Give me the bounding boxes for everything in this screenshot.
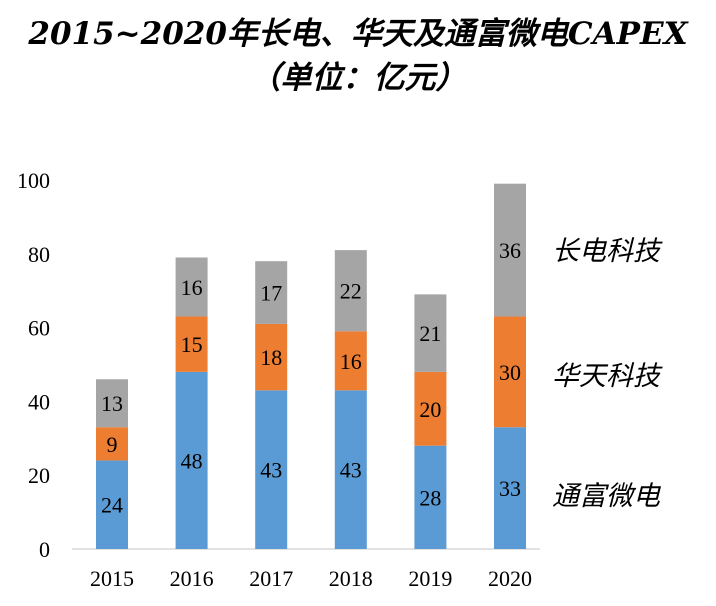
data-label-2018-series-0: 43 — [340, 458, 362, 483]
x-tick-label-2019: 2019 — [408, 566, 452, 591]
chart-subtitle: （单位：亿元） — [249, 60, 467, 96]
data-label-2015-series-1: 9 — [107, 432, 118, 457]
y-tick-label-0: 0 — [39, 537, 50, 562]
data-label-2020-series-2: 36 — [499, 238, 521, 263]
x-tick-label-2017: 2017 — [249, 566, 293, 591]
legend-label-series-2: 长电科技 — [552, 236, 663, 267]
legend-label-series-1: 华天科技 — [552, 361, 663, 392]
bar-2017-series-0 — [255, 390, 288, 549]
data-label-2020-series-1: 30 — [499, 360, 521, 385]
data-label-2015-series-0: 24 — [101, 493, 123, 518]
data-label-2019-series-2: 21 — [419, 321, 441, 346]
data-label-2017-series-1: 18 — [260, 345, 282, 370]
bar-2016-series-1 — [175, 316, 208, 372]
bar-2019-series-1 — [414, 371, 447, 446]
x-tick-label-2020: 2020 — [488, 566, 532, 591]
data-label-2019-series-1: 20 — [419, 397, 441, 422]
x-tick-label-2018: 2018 — [329, 566, 373, 591]
data-label-2017-series-2: 17 — [260, 281, 282, 306]
bar-2015-series-1 — [96, 427, 128, 461]
legend-label-series-0: 通富微电 — [552, 481, 662, 512]
bar-2020-series-1 — [494, 316, 526, 428]
bar-2015-series-2 — [96, 379, 128, 428]
y-tick-label-100: 100 — [17, 168, 50, 193]
bar-2018-series-1 — [334, 331, 367, 391]
bar-2015-series-0 — [96, 460, 128, 549]
data-label-2019-series-0: 28 — [419, 485, 441, 510]
bar-2020-series-0 — [494, 427, 526, 549]
x-tick-label-2015: 2015 — [90, 566, 134, 591]
y-tick-label-40: 40 — [28, 389, 50, 414]
bar-2019-series-0 — [414, 445, 447, 549]
bar-2020-series-2 — [494, 183, 526, 317]
data-label-2015-series-2: 13 — [101, 391, 123, 416]
data-label-2016-series-0: 48 — [181, 448, 203, 473]
bar-2018-series-2 — [334, 250, 367, 332]
chart-title: 2015~2020年长电、华天及通富微电CAPEX — [28, 16, 688, 52]
data-label-2016-series-1: 15 — [181, 332, 203, 357]
data-label-2018-series-2: 22 — [340, 279, 362, 304]
bar-2018-series-0 — [334, 390, 367, 549]
data-label-2017-series-0: 43 — [260, 458, 282, 483]
bar-2019-series-2 — [414, 294, 447, 372]
data-label-2020-series-0: 33 — [499, 476, 521, 501]
bar-2016-series-2 — [175, 257, 208, 317]
bar-2017-series-1 — [255, 323, 288, 391]
bar-2017-series-2 — [255, 261, 288, 324]
y-tick-label-20: 20 — [28, 463, 50, 488]
y-tick-label-60: 60 — [28, 316, 50, 341]
bar-2016-series-0 — [175, 371, 208, 549]
y-tick-label-80: 80 — [28, 242, 50, 267]
data-label-2018-series-1: 16 — [340, 349, 362, 374]
x-tick-label-2016: 2016 — [170, 566, 214, 591]
data-label-2016-series-2: 16 — [181, 275, 203, 300]
